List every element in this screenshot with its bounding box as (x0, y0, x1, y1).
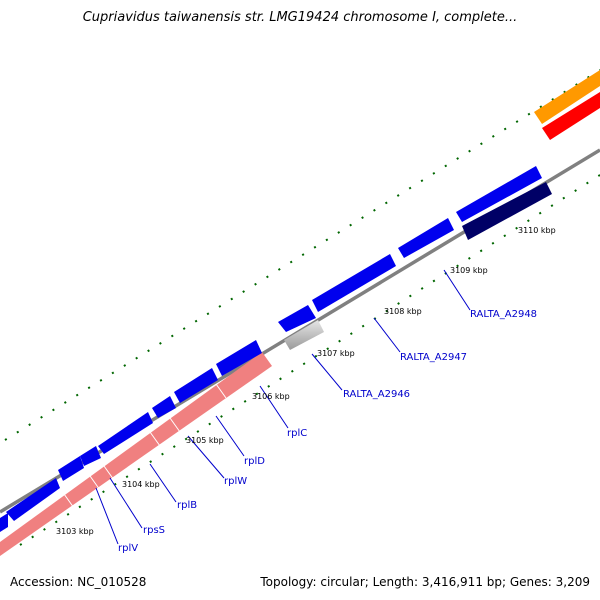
gene-label-RALTA_A2946[interactable]: RALTA_A2946 (343, 389, 410, 400)
gene-leader-line (149, 463, 177, 503)
cds-arrow (174, 368, 218, 403)
gene-label-rplB[interactable]: rplB (177, 500, 197, 511)
cds-arrow (456, 166, 542, 222)
gene-leader-line (373, 317, 401, 353)
cds-arrow (0, 513, 8, 532)
pink-feature-divider (149, 431, 161, 447)
pink-feature-divider (169, 417, 181, 433)
tick-3106-kbp: 3106 kbp (252, 392, 290, 401)
cds-arrow (216, 340, 262, 376)
tick-3108-kbp: 3108 kbp (384, 307, 422, 316)
cds-arrow (398, 218, 454, 258)
dark-cds-arrow (462, 182, 552, 240)
tick-3105-kbp: 3105 kbp (186, 436, 224, 445)
gene-label-rplW[interactable]: rplW (224, 476, 247, 487)
topology-summary: Topology: circular; Length: 3,416,911 bp… (260, 575, 590, 589)
gene-label-RALTA_A2948[interactable]: RALTA_A2948 (470, 309, 537, 320)
gene-leader-line (109, 477, 143, 529)
gene-leader-line (187, 435, 225, 479)
red-feature (542, 92, 600, 140)
gene-leader-line (95, 487, 119, 545)
gene-label-rplV[interactable]: rplV (118, 543, 138, 554)
cds-arrow (6, 478, 60, 521)
gene-leader-line (259, 385, 289, 429)
pink-feature-strip (0, 352, 272, 556)
pink-feature-divider (63, 493, 75, 509)
gene-label-rplD[interactable]: rplD (244, 456, 265, 467)
pink-feature-divider (89, 475, 101, 491)
tick-3109-kbp: 3109 kbp (450, 266, 488, 275)
tick-3103-kbp: 3103 kbp (56, 527, 94, 536)
gene-leader-line (311, 353, 343, 391)
tick-3110-kbp: 3110 kbp (518, 226, 556, 235)
accession-text: Accession: NC_010528 (10, 575, 147, 589)
inner-tick-row (19, 174, 600, 546)
orange-feature (534, 70, 600, 124)
gene-leader-line (443, 269, 471, 311)
cds-arrow (80, 446, 101, 466)
map-title: Cupriavidus taiwanensis str. LMG19424 ch… (82, 10, 518, 25)
grey-feature (284, 320, 324, 350)
pink-feature-divider (215, 383, 227, 399)
tick-3107-kbp: 3107 kbp (317, 349, 355, 358)
cds-arrow (312, 254, 396, 312)
gene-leader-line (215, 415, 245, 457)
gene-label-RALTA_A2947[interactable]: RALTA_A2947 (400, 352, 467, 363)
cds-arrow (278, 305, 316, 332)
cds-arrow (98, 412, 153, 454)
cds-arrow (58, 456, 84, 481)
gene-label-rpsS[interactable]: rpsS (143, 525, 165, 536)
outer-tick-row (4, 69, 600, 441)
cds-arrow (152, 396, 176, 418)
gene-label-rplC[interactable]: rplC (287, 428, 307, 439)
tick-3104-kbp: 3104 kbp (122, 480, 160, 489)
pink-feature-divider (103, 465, 115, 481)
